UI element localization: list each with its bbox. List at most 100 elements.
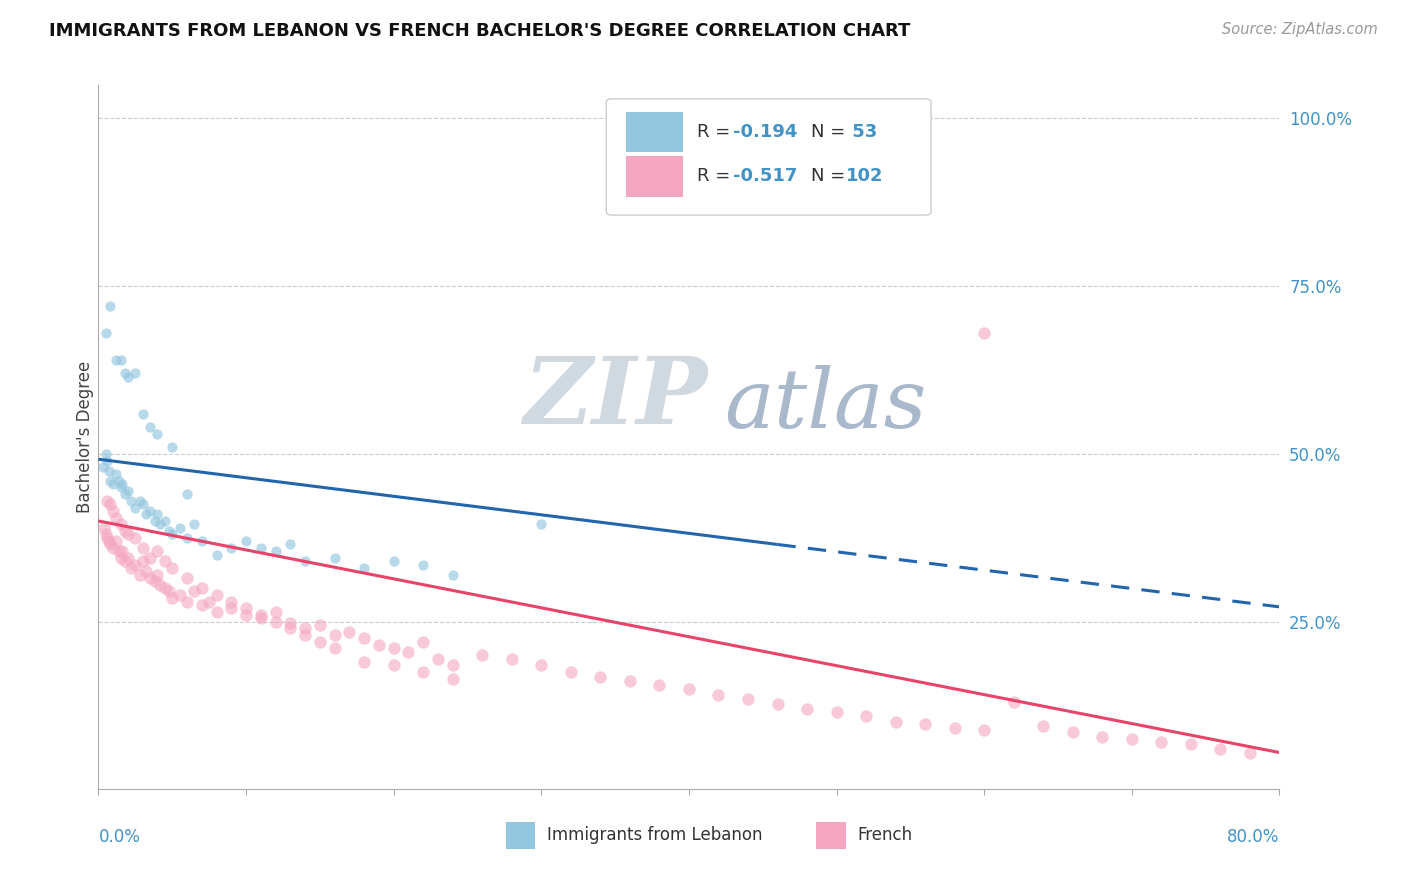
Point [250, 611, 273, 625]
Point [884, 715, 907, 730]
Point [382, 554, 405, 568]
Point [382, 641, 405, 656]
Point [221, 601, 243, 615]
Point [914, 716, 936, 731]
Point [323, 550, 346, 565]
Point [796, 702, 818, 716]
Point [98, 474, 121, 488]
Point [309, 618, 332, 632]
Point [162, 561, 183, 575]
Point [250, 607, 273, 622]
Point [339, 624, 361, 639]
Point [157, 584, 180, 599]
Point [139, 571, 162, 585]
Point [132, 554, 155, 568]
Point [111, 544, 134, 558]
Point [108, 474, 131, 488]
Point [280, 621, 302, 635]
Point [162, 591, 183, 606]
Point [441, 672, 464, 686]
Point [1002, 695, 1025, 709]
Point [124, 558, 146, 572]
Point [153, 554, 176, 568]
Text: R =: R = [697, 123, 737, 141]
Point [1062, 725, 1084, 739]
Point [1239, 746, 1261, 760]
Point [441, 567, 464, 582]
Point [98, 497, 121, 511]
Point [560, 665, 582, 679]
Point [1209, 742, 1232, 756]
Point [221, 541, 243, 555]
Point [825, 705, 848, 719]
Point [120, 493, 142, 508]
Point [153, 581, 176, 595]
Point [103, 541, 125, 555]
Point [280, 537, 302, 551]
Point [117, 527, 139, 541]
Point [149, 517, 172, 532]
Text: ZIP: ZIP [523, 353, 707, 443]
Point [117, 550, 139, 565]
Point [1180, 737, 1202, 751]
Point [169, 588, 191, 602]
Text: 102: 102 [846, 168, 883, 186]
Point [943, 721, 966, 735]
Point [132, 407, 155, 421]
Point [146, 426, 169, 441]
Point [766, 697, 789, 711]
Point [501, 651, 523, 665]
Point [149, 578, 172, 592]
Point [323, 641, 346, 656]
Point [530, 658, 553, 673]
Text: N =: N = [811, 123, 851, 141]
Point [205, 588, 228, 602]
Point [619, 673, 641, 688]
Point [114, 554, 136, 568]
Point [96, 531, 118, 545]
Text: N =: N = [811, 168, 851, 186]
Point [139, 550, 162, 565]
Point [368, 638, 391, 652]
Point [146, 544, 169, 558]
Text: French: French [858, 826, 912, 844]
Bar [626, 112, 683, 153]
Point [132, 541, 155, 555]
Point [353, 632, 375, 646]
Point [294, 554, 316, 568]
Point [114, 367, 136, 381]
Point [176, 571, 198, 585]
Point [191, 598, 214, 612]
Point [135, 508, 157, 522]
Point [737, 691, 759, 706]
Point [309, 634, 332, 648]
Point [139, 504, 162, 518]
Point [128, 493, 150, 508]
Bar [626, 156, 683, 197]
Text: -0.194: -0.194 [733, 123, 797, 141]
Point [157, 524, 180, 538]
Text: atlas: atlas [724, 366, 927, 445]
Point [1121, 732, 1143, 747]
Text: -0.517: -0.517 [733, 168, 797, 186]
Point [471, 648, 494, 663]
Point [153, 514, 176, 528]
Point [98, 537, 121, 551]
Point [398, 645, 420, 659]
Point [221, 594, 243, 608]
Point [91, 460, 114, 475]
Point [146, 508, 169, 522]
Point [176, 531, 198, 545]
Point [132, 497, 155, 511]
Point [264, 615, 287, 629]
Text: 80.0%: 80.0% [1227, 828, 1279, 847]
Point [94, 447, 117, 461]
Point [294, 628, 316, 642]
Text: 0.0%: 0.0% [98, 828, 141, 847]
Point [120, 561, 142, 575]
Point [191, 534, 214, 549]
Point [855, 708, 877, 723]
Point [323, 628, 346, 642]
Point [427, 651, 450, 665]
Point [412, 558, 434, 572]
